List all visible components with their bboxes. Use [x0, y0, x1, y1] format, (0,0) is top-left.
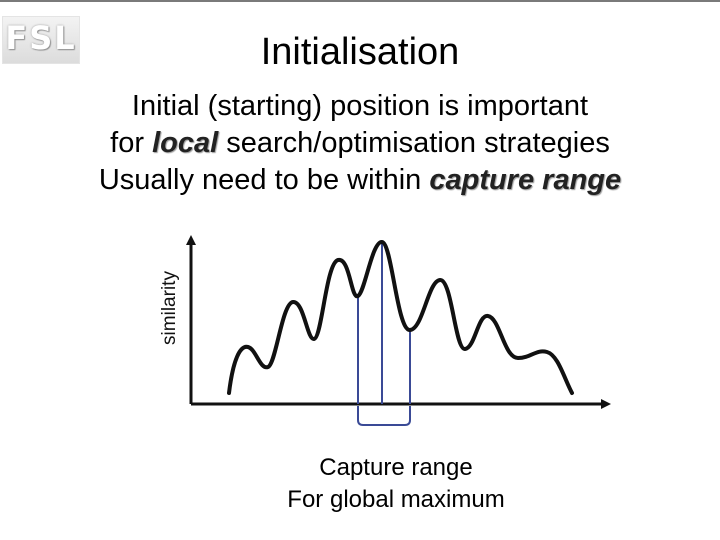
- caption-line-2: For global maximum: [287, 486, 505, 513]
- emphasis-local: local: [152, 127, 219, 159]
- fsl-logo-text: FSL: [5, 19, 77, 57]
- slide-title: Initialisation: [260, 31, 460, 73]
- capture-range-bracket: [357, 406, 411, 426]
- capture-range-caption: Capture range For global maximum: [196, 452, 596, 516]
- caption-line-1: Capture range: [319, 454, 473, 481]
- y-axis-label: similarity: [159, 271, 180, 345]
- body-line-3-prefix: Usually need to be within: [98, 164, 430, 196]
- body-line-2-suffix: search/optimisation strategies: [218, 127, 610, 159]
- body-line-2-prefix: for: [110, 127, 153, 159]
- body-line-2: for local search/optimisation strategies: [0, 125, 720, 162]
- body-line-3: Usually need to be within capture range: [0, 162, 720, 199]
- similarity-curve: [227, 240, 574, 395]
- body-line-1: Initial (starting) position is important: [131, 90, 589, 122]
- emphasis-capture-range: capture range: [429, 164, 622, 196]
- slide-body: Initial (starting) position is important…: [0, 88, 720, 199]
- fsl-logo: FSL: [2, 16, 80, 64]
- top-rule: [0, 0, 720, 2]
